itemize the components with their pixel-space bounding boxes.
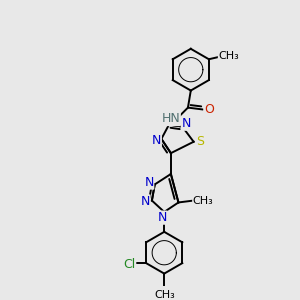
Text: CH₃: CH₃: [218, 51, 239, 62]
Text: N: N: [141, 195, 150, 208]
Text: S: S: [196, 135, 204, 148]
Text: CH₃: CH₃: [193, 196, 214, 206]
Text: O: O: [204, 103, 214, 116]
Text: Cl: Cl: [123, 258, 135, 271]
Text: N: N: [152, 134, 161, 147]
Text: N: N: [144, 176, 154, 189]
Text: N: N: [158, 211, 167, 224]
Text: HN: HN: [161, 112, 180, 125]
Text: CH₃: CH₃: [155, 290, 176, 300]
Text: N: N: [182, 117, 191, 130]
